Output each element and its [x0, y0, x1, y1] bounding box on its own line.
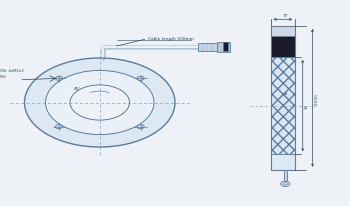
Circle shape [55, 77, 62, 81]
Bar [284, 170, 287, 181]
Bar [271, 37, 295, 58]
Circle shape [55, 125, 62, 129]
Bar [271, 154, 295, 170]
Text: 45°: 45° [74, 87, 80, 91]
Text: 77: 77 [282, 14, 288, 18]
Text: Cable length 500mm: Cable length 500mm [148, 37, 194, 41]
Bar [271, 27, 295, 170]
Bar [271, 27, 295, 37]
Circle shape [281, 181, 290, 187]
Bar [271, 58, 295, 154]
Text: 3.000: 3.000 [315, 92, 319, 104]
Circle shape [25, 59, 175, 147]
Text: 14: 14 [305, 104, 309, 109]
Circle shape [137, 125, 144, 129]
Bar [271, 27, 295, 170]
Circle shape [46, 71, 154, 135]
Bar [217, 42, 230, 52]
Circle shape [284, 183, 287, 185]
Text: FIXATION: 4xM2x3
(P.C.D.56): FIXATION: 4xM2x3 (P.C.D.56) [0, 69, 23, 78]
Circle shape [70, 85, 130, 121]
Bar [198, 43, 217, 51]
Bar [223, 43, 228, 52]
Circle shape [137, 77, 144, 81]
